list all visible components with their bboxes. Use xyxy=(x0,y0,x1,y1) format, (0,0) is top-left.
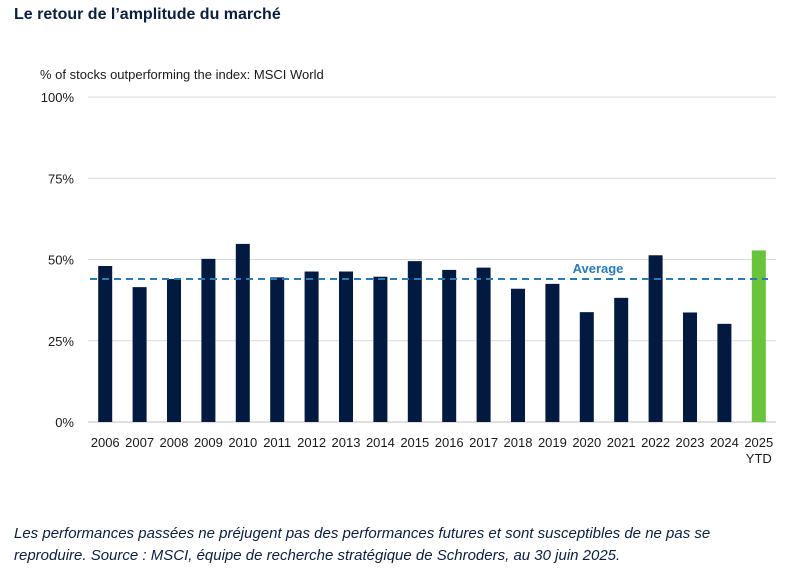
bar-2011 xyxy=(270,277,285,422)
bar-2007 xyxy=(132,287,147,422)
x-tick-label: 2023 xyxy=(676,435,705,450)
bar-2024 xyxy=(717,323,732,422)
x-tick-label: 2015 xyxy=(400,435,429,450)
x-tick-label: 2010 xyxy=(228,435,257,450)
x-tick-label: 2025 xyxy=(744,435,773,450)
x-tick-label: 2018 xyxy=(504,435,533,450)
y-axis-label: % of stocks outperforming the index: MSC… xyxy=(40,67,324,82)
bars xyxy=(98,243,766,422)
x-tick-label: 2011 xyxy=(263,435,291,450)
x-tick-label: 2022 xyxy=(641,435,670,450)
x-tick-label-sub: YTD xyxy=(746,451,772,466)
bar-2010 xyxy=(235,243,250,422)
x-tick-label: 2021 xyxy=(607,435,636,450)
bar-2020 xyxy=(579,312,594,422)
bar-2022 xyxy=(648,255,663,422)
bar-2019 xyxy=(545,283,560,422)
x-tick-label: 2020 xyxy=(572,435,601,450)
bar-2018 xyxy=(511,288,525,422)
x-tick-label: 2019 xyxy=(538,435,567,450)
bar-2009 xyxy=(201,258,216,422)
bar-2013 xyxy=(339,271,353,422)
y-tick-label: 0% xyxy=(55,415,74,430)
x-tick-labels: 2006 2007 2008 2009 2010 2011 2012 2013 2014 2015… xyxy=(91,435,774,466)
gridlines xyxy=(88,96,776,423)
bar-2008 xyxy=(167,279,181,422)
x-tick-label: 2013 xyxy=(332,435,361,450)
chart-area: % of stocks outperforming the index: MSC… xyxy=(40,67,776,466)
bar-2017 xyxy=(476,267,491,422)
bar-chart: % of stocks outperforming the index: MSC… xyxy=(40,67,776,466)
bar-2021 xyxy=(614,297,629,422)
x-tick-label: 2008 xyxy=(160,435,189,450)
y-tick-labels: 0% 25% 50% 75% 100% xyxy=(41,90,75,430)
bar-2016 xyxy=(442,269,457,422)
x-tick-label: 2009 xyxy=(194,435,223,450)
average-label: Average xyxy=(573,261,624,276)
x-tick-label: 2007 xyxy=(125,435,154,450)
bar-2025 xyxy=(751,250,766,422)
bar-2014 xyxy=(373,276,388,422)
y-tick-label: 100% xyxy=(41,90,75,105)
bar-2006 xyxy=(98,266,113,422)
y-tick-label: 75% xyxy=(48,171,74,186)
footnote: Les performances passées ne préjugent pa… xyxy=(14,525,711,564)
bar-2015 xyxy=(407,261,422,422)
y-tick-label: 50% xyxy=(48,253,74,268)
x-tick-label: 2014 xyxy=(366,435,395,450)
x-tick-label: 2012 xyxy=(297,435,326,450)
average-line-group: Average xyxy=(90,261,768,280)
x-tick-label: 2016 xyxy=(435,435,464,450)
bar-2012 xyxy=(304,271,319,422)
bar-2023 xyxy=(683,312,697,422)
x-tick-label: 2006 xyxy=(91,435,120,450)
x-tick-label: 2024 xyxy=(710,435,739,450)
y-tick-label: 25% xyxy=(48,334,74,349)
chart-title: Le retour de l’amplitude du marché xyxy=(14,6,281,23)
x-tick-label: 2017 xyxy=(469,435,498,450)
